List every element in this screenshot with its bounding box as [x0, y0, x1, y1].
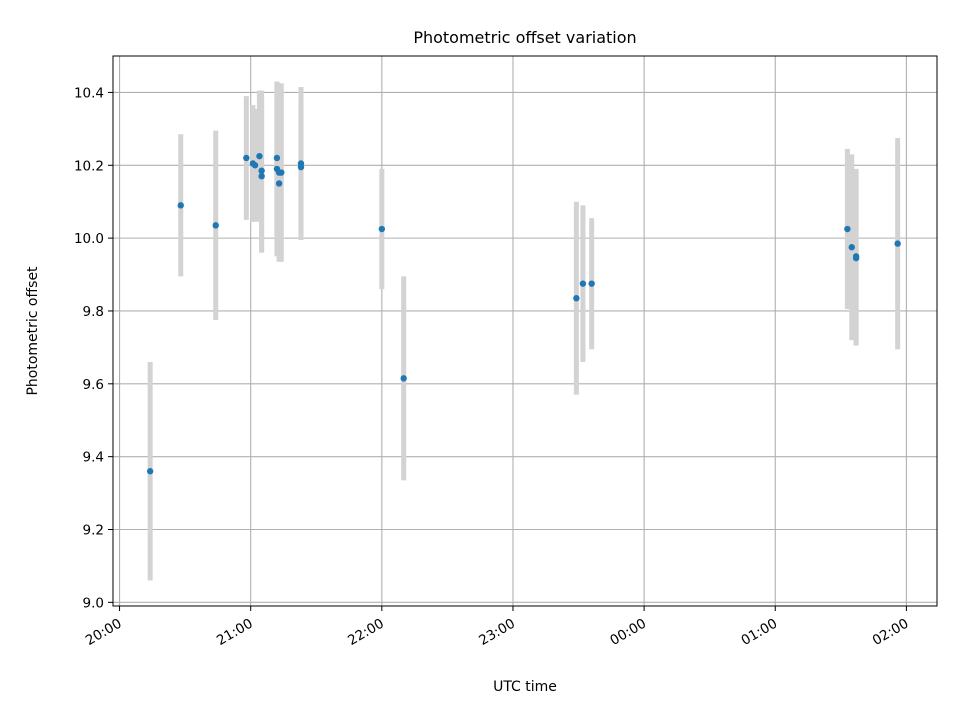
- x-axis-label: UTC time: [493, 679, 557, 695]
- y-axis-ticks: 9.0 9.2 9.4 9.6 9.8 10.0 10.2 10.4: [74, 85, 113, 611]
- data-point: [400, 375, 407, 382]
- data-point: [177, 202, 184, 209]
- y-tick-label: 10.0: [74, 231, 104, 247]
- data-point: [278, 169, 285, 176]
- y-tick-label: 9.4: [83, 450, 104, 466]
- data-point: [852, 254, 860, 262]
- data-point: [275, 180, 283, 187]
- plot-frame: [112, 55, 938, 607]
- grid-lines: [113, 56, 937, 606]
- y-tick-label: 9.8: [83, 304, 104, 320]
- y-tick-label: 10.4: [74, 85, 104, 101]
- data-point: [297, 163, 305, 171]
- data-point: [243, 154, 250, 162]
- data-point: [848, 244, 855, 251]
- data-point: [588, 280, 595, 287]
- y-tick-label: 9.0: [83, 595, 104, 611]
- data-point: [378, 225, 386, 233]
- chart-title: Photometric offset variation: [413, 28, 636, 47]
- data-point: [573, 295, 580, 302]
- data-point: [894, 240, 901, 247]
- data-point: [258, 172, 265, 180]
- y-tick-label: 10.2: [74, 158, 104, 174]
- data-point: [251, 162, 259, 169]
- y-tick-label: 9.2: [83, 523, 104, 539]
- data-point: [844, 225, 851, 233]
- data-point: [256, 152, 263, 160]
- data-point: [212, 222, 219, 229]
- data-point: [258, 167, 265, 174]
- data-point: [273, 154, 281, 162]
- data-points: [146, 152, 901, 475]
- data-point: [579, 280, 587, 287]
- data-point: [146, 468, 154, 475]
- y-axis-label: Photometric offset: [25, 266, 41, 396]
- y-tick-label: 9.6: [83, 377, 104, 393]
